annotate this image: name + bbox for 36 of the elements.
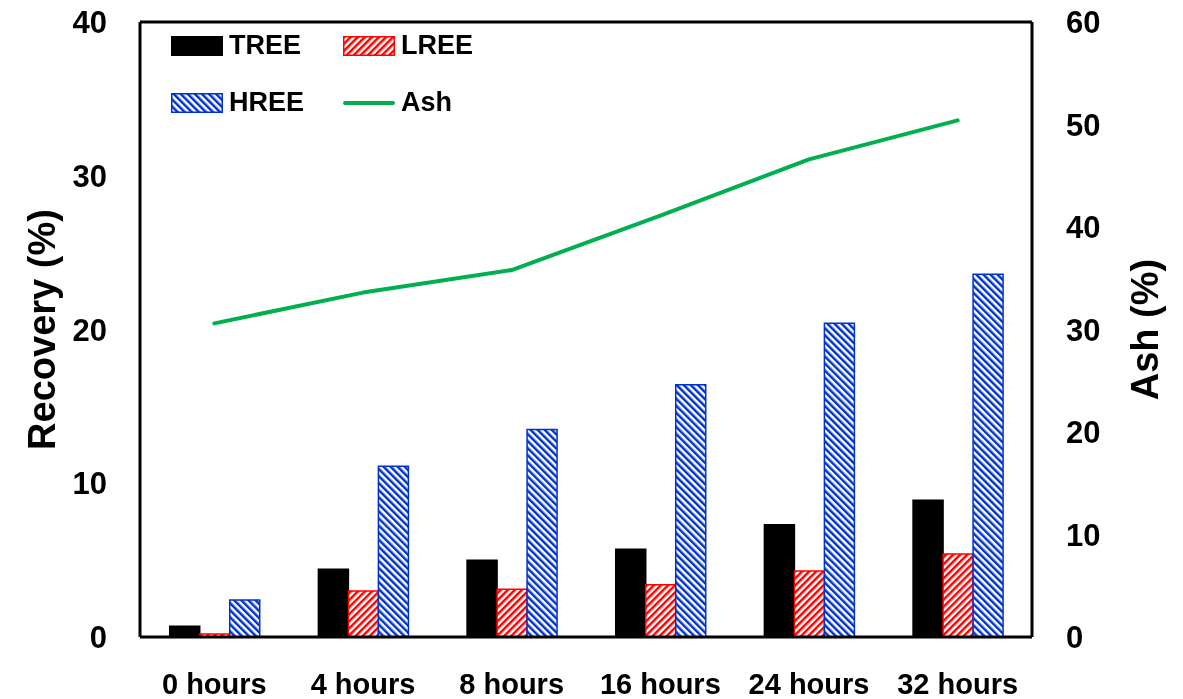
y-axis-title: Recovery (%) xyxy=(21,209,63,450)
legend-label: HREE xyxy=(229,87,305,117)
y2-tick-label: 60 xyxy=(1066,5,1101,41)
legend-label: Ash xyxy=(401,87,453,117)
y2-tick-label: 20 xyxy=(1066,415,1101,451)
legend-label: LREE xyxy=(401,30,474,60)
y2-tick-label: 50 xyxy=(1066,107,1101,143)
bar xyxy=(972,273,1004,637)
x-tick-label: 0 hours xyxy=(161,667,267,699)
legend-label: TREE xyxy=(229,30,302,60)
x-tick-label: 32 hours xyxy=(897,667,1019,699)
bar xyxy=(496,588,528,637)
bar xyxy=(793,570,826,637)
line-series xyxy=(212,118,960,326)
bar xyxy=(526,428,558,637)
y2-tick-label: 0 xyxy=(1066,620,1084,656)
x-tick-label: 8 hours xyxy=(459,667,565,699)
bar xyxy=(347,590,380,637)
bar xyxy=(823,322,856,637)
x-tick-label: 24 hours xyxy=(748,667,870,699)
bar xyxy=(674,384,707,637)
y-tick-label: 0 xyxy=(89,620,107,656)
y2-tick-label: 40 xyxy=(1066,210,1101,246)
y-tick-label: 10 xyxy=(72,466,107,502)
y2-tick-label: 10 xyxy=(1066,517,1101,553)
x-tick-label: 4 hours xyxy=(310,667,416,699)
y-tick-label: 40 xyxy=(72,5,107,41)
y-tick-label: 30 xyxy=(72,158,107,194)
bar xyxy=(228,599,261,637)
bar xyxy=(377,465,410,637)
x-tick-label: 16 hours xyxy=(599,667,721,699)
bar xyxy=(942,553,974,637)
y-tick-label: 20 xyxy=(72,312,107,348)
y2-tick-label: 30 xyxy=(1066,312,1101,348)
y2-axis-title: Ash (%) xyxy=(1124,258,1167,401)
bar xyxy=(644,583,677,637)
